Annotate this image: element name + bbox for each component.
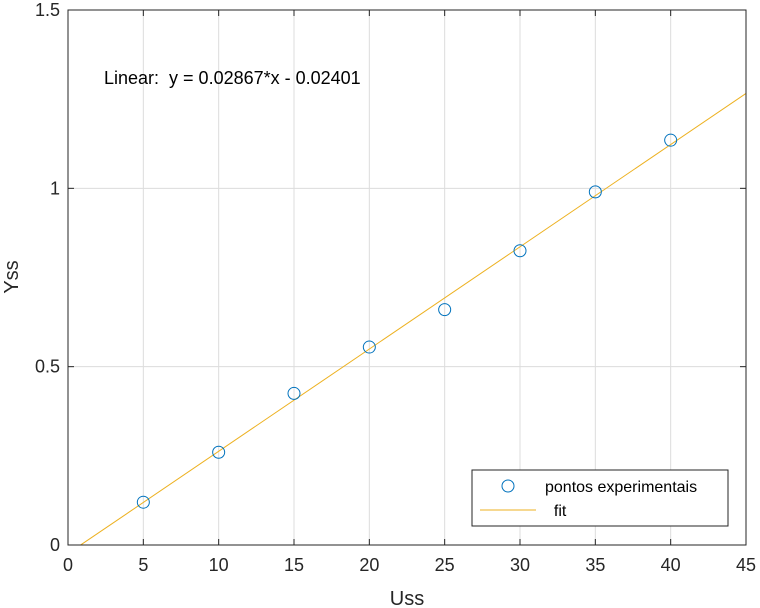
x-tick-label: 20 [359, 555, 379, 575]
y-axis-label: Yss [1, 260, 23, 293]
x-axis-label: Uss [390, 588, 424, 608]
legend: pontos experimentais fit [471, 469, 729, 527]
data-point [212, 445, 226, 459]
x-tick-label: 25 [435, 555, 455, 575]
x-tick-label: 10 [209, 555, 229, 575]
data-point [513, 244, 527, 258]
data-point [287, 386, 301, 400]
x-tick-labels: 0 5 10 15 20 25 30 35 40 45 [63, 555, 756, 575]
y-tick-label: 1 [50, 178, 60, 198]
x-tick-label: 30 [510, 555, 530, 575]
x-tick-label: 0 [63, 555, 73, 575]
y-tick-label: 1.5 [35, 0, 60, 20]
x-tick-label: 5 [138, 555, 148, 575]
legend-box [471, 469, 729, 527]
y-tick-labels: 0 0.5 1 1.5 [35, 0, 60, 555]
data-points [136, 133, 678, 509]
fit-equation-annotation: Linear: y = 0.02867*x - 0.02401 [104, 68, 361, 88]
data-point [438, 303, 452, 317]
plot-frame [67, 9, 747, 546]
data-point [136, 495, 150, 509]
grid [68, 10, 746, 545]
x-tick-label: 45 [736, 555, 756, 575]
fit-line-group [80, 92, 747, 546]
y-tick-label: 0.5 [35, 357, 60, 377]
legend-label-fit: fit [545, 503, 567, 520]
data-point [588, 185, 602, 199]
y-tick-label: 0 [50, 535, 60, 555]
x-tick-label: 40 [661, 555, 681, 575]
fit-line [80, 92, 747, 546]
x-tick-label: 15 [284, 555, 304, 575]
data-point [362, 340, 376, 354]
x-tick-label: 35 [585, 555, 605, 575]
data-point [664, 133, 678, 147]
plot-background [68, 10, 746, 545]
legend-marker-points [501, 479, 515, 493]
legend-label-points: pontos experimentais [545, 479, 697, 496]
ticks [67, 9, 747, 546]
